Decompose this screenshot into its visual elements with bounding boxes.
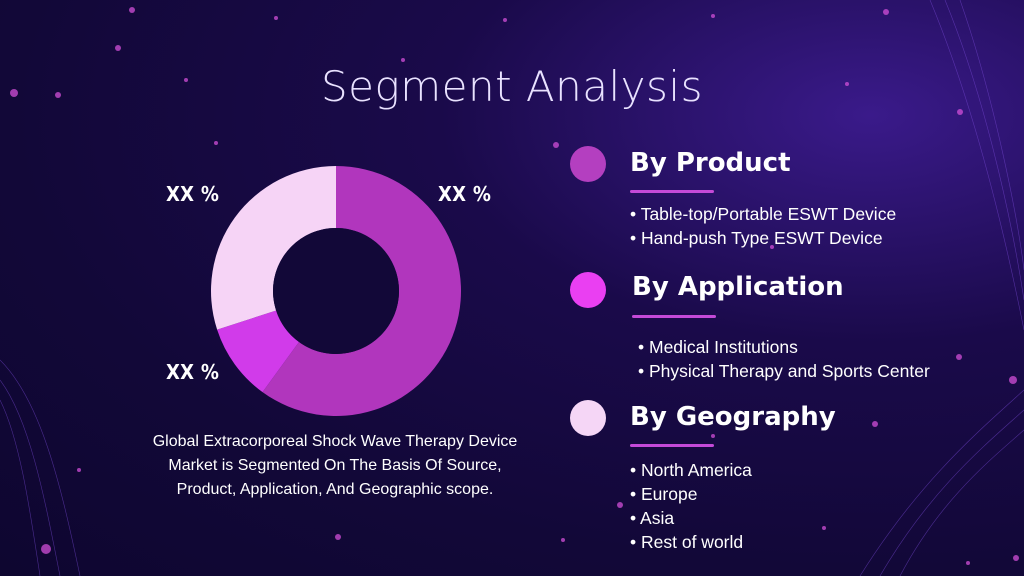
segment-title-application: By Application — [632, 272, 844, 302]
segment-title-geography: By Geography — [630, 402, 836, 432]
chart-caption: Global Extracorporeal Shock Wave Therapy… — [152, 433, 518, 498]
segment-underline — [630, 444, 714, 447]
list-item: Medical Institutions — [638, 335, 930, 359]
list-item: Table-top/Portable ESWT Device — [630, 202, 897, 226]
list-item: Physical Therapy and Sports Center — [638, 359, 930, 383]
application-bullet-icon — [570, 272, 606, 308]
geography-bullet-icon — [570, 400, 606, 436]
slice-label-bottom-left: XX % — [166, 360, 220, 384]
donut-slice-1 — [262, 166, 461, 416]
list-item: North America — [630, 458, 752, 482]
segment-list-geography: North America Europe Asia Rest of world — [630, 458, 752, 554]
list-item: Hand-push Type ESWT Device — [630, 226, 896, 250]
product-bullet-icon — [570, 146, 606, 182]
segment-list-product: Table-top/Portable ESWT Device Hand-push… — [630, 202, 897, 250]
list-item: Asia — [630, 506, 752, 530]
list-item: Europe — [630, 482, 752, 506]
list-item: Rest of world — [630, 530, 752, 554]
segment-title-product: By Product — [630, 148, 791, 178]
donut-slice-3 — [210, 166, 336, 330]
slice-label-top-right: XX % — [438, 182, 492, 206]
page-title: Segment Analysis — [321, 62, 703, 111]
donut-chart — [210, 166, 461, 416]
segment-underline — [630, 190, 714, 193]
donut-hole — [273, 228, 399, 354]
segment-underline — [632, 315, 716, 318]
segment-list-application: Medical Institutions Physical Therapy an… — [638, 335, 930, 383]
slice-label-top-left: XX % — [166, 182, 220, 206]
donut-slice-2 — [217, 310, 299, 393]
